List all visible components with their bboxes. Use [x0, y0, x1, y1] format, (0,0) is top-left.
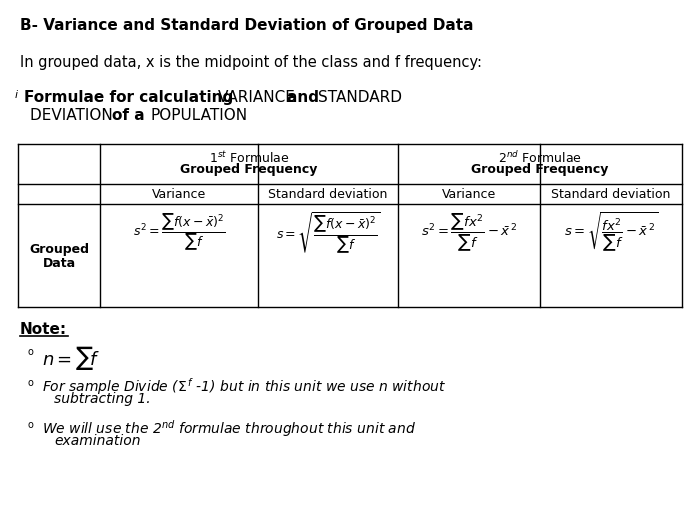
Text: $s = \sqrt{\dfrac{\sum f(x-\bar{x})^2}{\sum f}}$: $s = \sqrt{\dfrac{\sum f(x-\bar{x})^2}{\… [276, 211, 380, 256]
Text: POPULATION: POPULATION [150, 108, 247, 123]
Text: of a: of a [112, 108, 150, 123]
Text: Variance: Variance [442, 188, 496, 200]
Text: Grouped Frequency: Grouped Frequency [471, 163, 609, 176]
Text: STANDARD: STANDARD [318, 90, 402, 105]
Text: subtracting 1.: subtracting 1. [54, 391, 150, 405]
Text: Grouped Frequency: Grouped Frequency [181, 163, 318, 176]
Text: In grouped data, x is the midpoint of the class and f frequency:: In grouped data, x is the midpoint of th… [20, 55, 482, 70]
Text: DEVIATION: DEVIATION [30, 108, 118, 123]
Text: o: o [28, 346, 34, 357]
Text: B- Variance and Standard Deviation of Grouped Data: B- Variance and Standard Deviation of Gr… [20, 18, 473, 33]
Text: Standard deviation: Standard deviation [552, 188, 671, 200]
Text: Standard deviation: Standard deviation [268, 188, 388, 200]
Text: Grouped: Grouped [29, 242, 89, 256]
Text: VARIANCE: VARIANCE [218, 90, 300, 105]
Text: Formulae for calculating: Formulae for calculating [24, 90, 239, 105]
Text: $n{=}\sum\!f$: $n{=}\sum\!f$ [42, 343, 100, 371]
Text: o: o [28, 419, 34, 429]
Text: Data: Data [43, 257, 76, 270]
Text: and: and [287, 90, 324, 105]
Text: 2$^{nd}$ Formulae: 2$^{nd}$ Formulae [498, 149, 582, 166]
Text: $s^2 = \dfrac{\sum fx^2}{\sum f} - \bar{x}^{\,2}$: $s^2 = \dfrac{\sum fx^2}{\sum f} - \bar{… [421, 211, 517, 252]
Text: Variance: Variance [152, 188, 206, 200]
Text: We will use the 2$^{nd}$ formulae throughout this unit and: We will use the 2$^{nd}$ formulae throug… [42, 417, 416, 438]
Text: examination: examination [54, 433, 141, 447]
Text: For sample Divide ($\Sigma^{\,f}$ -1) but in this unit we use n without: For sample Divide ($\Sigma^{\,f}$ -1) bu… [42, 375, 446, 396]
Text: $s = \sqrt{\dfrac{fx^2}{\sum f} - \bar{x}^{\,2}}$: $s = \sqrt{\dfrac{fx^2}{\sum f} - \bar{x… [564, 211, 658, 254]
Text: $s^2 = \dfrac{\sum f(x-\bar{x})^2}{\sum f}$: $s^2 = \dfrac{\sum f(x-\bar{x})^2}{\sum … [133, 211, 225, 252]
Text: o: o [28, 377, 34, 387]
Text: Note:: Note: [20, 321, 67, 336]
Text: 1$^{st}$ Formulae: 1$^{st}$ Formulae [209, 149, 289, 165]
Text: i: i [15, 90, 18, 100]
